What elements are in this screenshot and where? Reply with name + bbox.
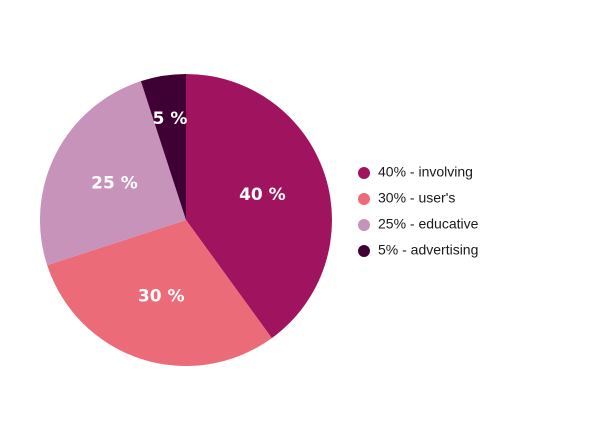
pie-slice <box>186 74 332 339</box>
pie-slices <box>39 74 332 366</box>
legend-swatch <box>358 193 370 205</box>
pie-slice <box>140 74 186 220</box>
slice-label: 30 % <box>138 286 185 306</box>
legend-label: 5% - advertising <box>378 242 478 258</box>
legend-swatch <box>358 219 370 231</box>
pie-slice <box>47 220 272 366</box>
legend-label: 30% - user's <box>378 190 455 206</box>
legend-item: 30% - user's <box>358 190 455 206</box>
slice-label: 40 % <box>239 185 286 205</box>
slice-labels: 40 % 30 % 25 % 5 % <box>91 109 286 306</box>
slice-label: 5 % <box>153 109 188 129</box>
legend: 40% - involving 30% - user's 25% - educati… <box>358 164 479 258</box>
legend-swatch <box>358 245 370 257</box>
pie-slice <box>39 81 186 266</box>
legend-item: 40% - involving <box>358 164 473 180</box>
legend-swatch <box>358 167 370 179</box>
legend-item: 5% - advertising <box>358 242 478 258</box>
legend-item: 25% - educative <box>358 216 479 232</box>
legend-label: 40% - involving <box>378 164 473 180</box>
legend-label: 25% - educative <box>378 216 479 232</box>
slice-label: 25 % <box>91 174 138 194</box>
